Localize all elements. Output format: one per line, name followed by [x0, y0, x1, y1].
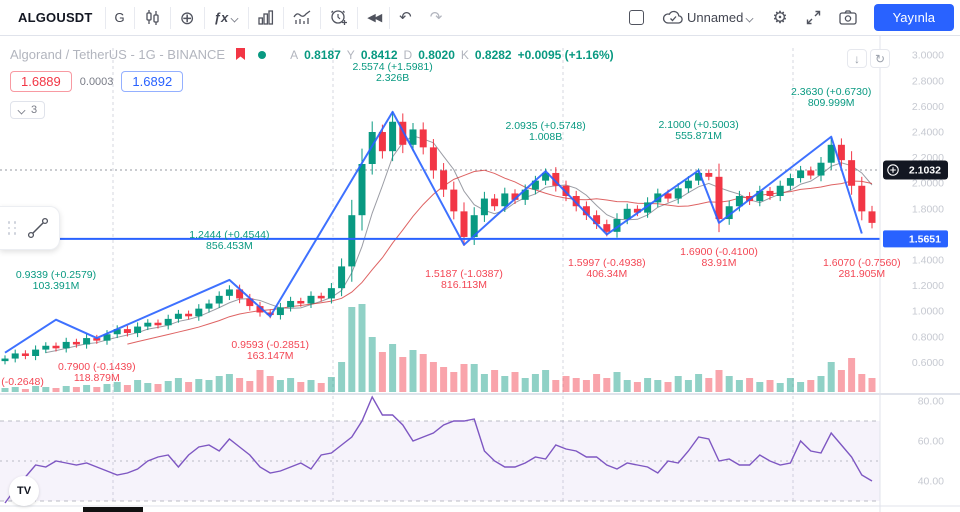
legend-title-row: Algorand / TetherUS - 1G - BINANCE A 0.81…	[10, 47, 614, 62]
drag-handle-icon[interactable]	[5, 221, 19, 235]
indicator-templates-button[interactable]	[249, 5, 283, 31]
svg-text:0.8000: 0.8000	[912, 331, 944, 343]
indicators-button[interactable]: ƒx	[205, 5, 248, 31]
svg-text:1.5651: 1.5651	[909, 233, 941, 245]
high-value: 0.8412	[360, 47, 398, 62]
top-toolbar: ALGOUSDT G ⊕ ƒx	[0, 0, 960, 36]
layout-button[interactable]	[620, 5, 653, 31]
toolbar-left-group: ALGOUSDT G ⊕ ƒx	[6, 0, 451, 35]
drawing-toolbar[interactable]	[0, 206, 60, 250]
svg-text:1.2000: 1.2000	[912, 280, 944, 292]
tradingview-logo[interactable]: TV	[9, 476, 39, 506]
alert-button[interactable]	[321, 5, 357, 31]
symbol-button[interactable]: ALGOUSDT	[18, 10, 93, 25]
flag-icon[interactable]	[235, 48, 246, 61]
chevron-down-icon	[231, 14, 239, 22]
symbol-title[interactable]: Algorand / TetherUS - 1G - BINANCE	[10, 47, 226, 62]
bid-ask-row: 1.6889 0.0003 1.6892	[10, 71, 614, 92]
trendline-tool-icon[interactable]	[25, 215, 51, 241]
chevron-down-icon	[746, 14, 754, 22]
layout-grid-icon	[628, 10, 644, 25]
toolbar-separator	[133, 6, 135, 29]
reset-view-button[interactable]: ↻	[870, 49, 890, 68]
chart-area[interactable]: 3.0000 2.8000 2.6000 2.4000 2.2000 2.0000 1.80…	[0, 36, 960, 512]
toolbar-separator	[320, 6, 322, 29]
svg-text:40.00: 40.00	[918, 476, 944, 488]
candlestick-icon	[146, 10, 159, 25]
svg-text:2.6000: 2.6000	[912, 101, 944, 113]
svg-text:80.00: 80.00	[918, 396, 944, 408]
fullscreen-icon	[806, 10, 820, 25]
wave-chart-icon	[293, 10, 311, 24]
svg-text:2.0000: 2.0000	[912, 178, 944, 190]
undo-button[interactable]: ↶	[399, 9, 412, 26]
change-value: +0.0095 (+1.16%)	[517, 47, 614, 62]
svg-text:60.00: 60.00	[918, 436, 944, 448]
market-status-dot	[258, 50, 267, 59]
layout-name-label: Unnamed	[686, 10, 744, 25]
fx-icon: ƒx	[213, 10, 229, 25]
toolbar-separator	[248, 6, 250, 29]
open-value: 0.8187	[304, 47, 341, 62]
toolbar-separator	[283, 6, 285, 29]
settings-button[interactable]: ⚙	[772, 8, 788, 27]
camera-icon	[838, 10, 857, 25]
bid-price[interactable]: 1.6889	[10, 71, 72, 92]
svg-text:0.6000: 0.6000	[912, 357, 944, 369]
chevron-down-icon	[18, 106, 26, 114]
redo-button[interactable]: ↷	[429, 9, 443, 26]
chart-legend: Algorand / TetherUS - 1G - BINANCE A 0.81…	[10, 47, 614, 119]
toolbar-separator	[203, 6, 205, 29]
svg-text:2.1032: 2.1032	[909, 164, 941, 176]
cloud-save-button[interactable]: Unnamed	[653, 5, 763, 31]
toolbar-separator	[169, 6, 171, 29]
spread-value: 0.0003	[79, 75, 114, 88]
chart-style-button[interactable]	[135, 5, 170, 31]
scroll-to-recent-button[interactable]: ↓	[847, 49, 867, 68]
price-chart-canvas[interactable]: 3.00002.80002.60002.40002.20002.00001.80…	[0, 36, 960, 512]
svg-text:2.4000: 2.4000	[912, 127, 944, 139]
svg-text:1.4000: 1.4000	[912, 255, 944, 267]
svg-text:3.0000: 3.0000	[912, 50, 944, 62]
toolbar-separator	[104, 6, 106, 29]
replay-button[interactable]: ◀◀	[367, 12, 382, 24]
svg-text:2.8000: 2.8000	[912, 75, 944, 87]
indicators-collapse-button[interactable]: 3	[10, 101, 46, 119]
fullscreen-button[interactable]	[797, 5, 830, 31]
low-value: 0.8020	[418, 47, 455, 62]
cloud-check-icon	[662, 10, 683, 24]
interval-button[interactable]: G	[114, 10, 125, 25]
chart-quick-buttons: ↓ ↻	[847, 49, 890, 68]
svg-text:1.8000: 1.8000	[912, 203, 944, 215]
forecast-tools-button[interactable]	[284, 5, 320, 31]
columns-icon	[258, 10, 274, 25]
bottom-bar-fragment	[83, 507, 143, 512]
alarm-clock-plus-icon	[331, 10, 348, 25]
ohlc-values: A 0.8187 Y 0.8412 D 0.8020 K 0.8282 +0.0095 …	[290, 47, 614, 62]
toolbar-right-group: Unnamed ⚙ Yayınla	[620, 0, 954, 35]
screenshot-button[interactable]	[830, 5, 866, 31]
svg-text:1.0000: 1.0000	[912, 306, 944, 318]
toolbar-separator	[357, 6, 359, 29]
close-value: 0.8282	[474, 47, 512, 62]
indicator-count: 3	[31, 104, 38, 116]
toolbar-separator	[389, 6, 391, 29]
ask-price[interactable]: 1.6892	[121, 71, 184, 92]
compare-button[interactable]: ⊕	[179, 7, 195, 28]
publish-button[interactable]: Yayınla	[873, 4, 954, 31]
